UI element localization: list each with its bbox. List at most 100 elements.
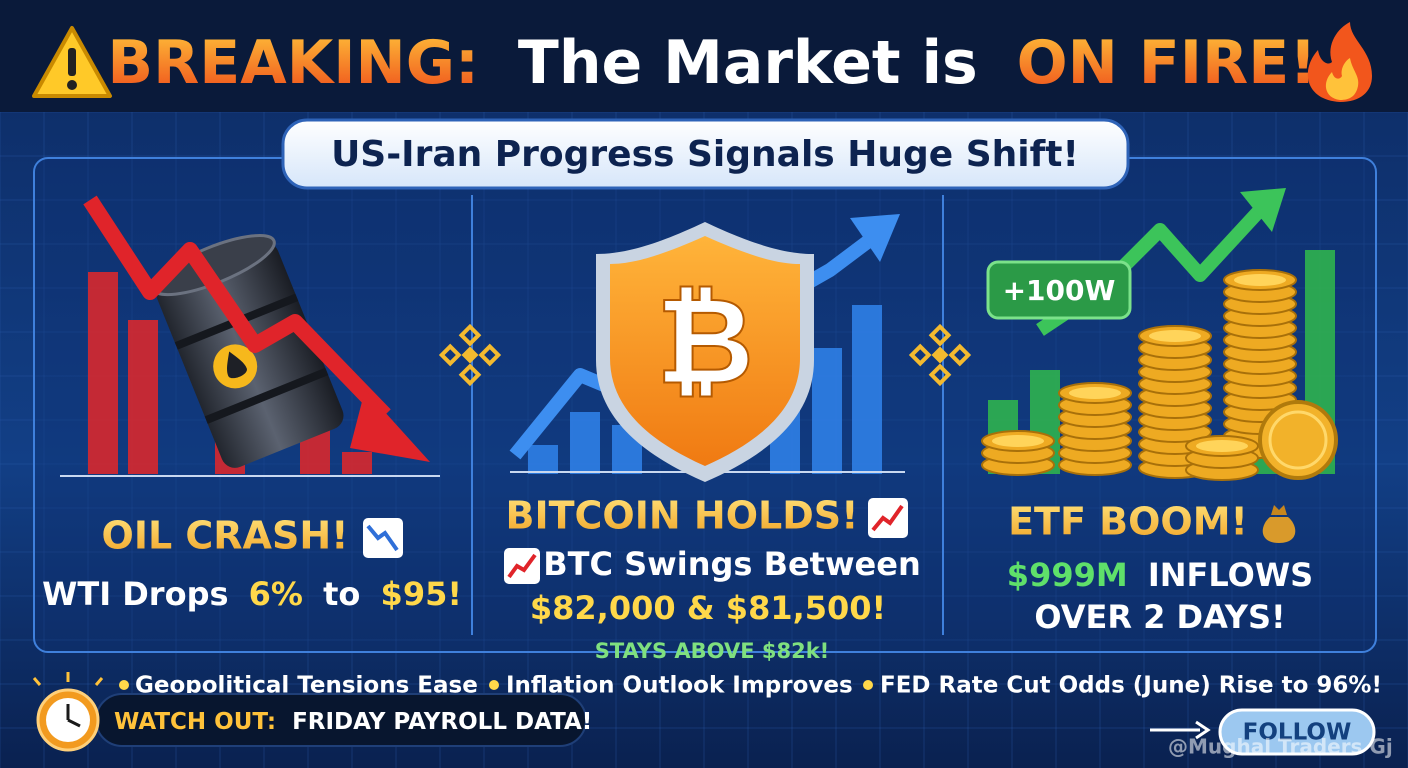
- decor-bar: [128, 320, 158, 474]
- coin-top: [1149, 330, 1201, 342]
- line-part: 6%: [249, 575, 303, 613]
- decor-bar: [852, 305, 882, 474]
- green-arrowhead: [1240, 188, 1286, 232]
- panel-line: BTC Swings Between: [543, 545, 920, 583]
- watch-text: WATCH OUT: FRIDAY PAYROLL DATA!: [114, 709, 592, 735]
- title-part: The Market is: [518, 28, 978, 98]
- diamond: [928, 363, 952, 387]
- clock-icon-part: [32, 677, 42, 686]
- fire-icon-part: [1325, 58, 1359, 100]
- title-part: BREAKING:: [107, 28, 479, 98]
- follow-button[interactable]: FOLLOW: [1218, 708, 1376, 756]
- money-bag-icon: [1262, 505, 1296, 543]
- line-part: $95!: [381, 575, 462, 613]
- red-arrow: [83, 195, 391, 421]
- follow-label[interactable]: FOLLOW: [1243, 720, 1352, 746]
- red-arrowhead: [350, 390, 430, 462]
- panel-heading: BITCOIN HOLDS!: [506, 494, 859, 538]
- blue-bars: [528, 305, 882, 474]
- line-part: $82,000 & $81,500!: [530, 589, 886, 627]
- decor-bar: [812, 348, 842, 474]
- chart-down-icon-part: [363, 518, 403, 558]
- clock-icon-part: [67, 718, 81, 728]
- chart-up-icon-part: [507, 553, 537, 579]
- main-title: BREAKING: The Market is ON FIRE!: [107, 28, 1316, 98]
- warning-icon-part: [68, 48, 76, 76]
- clock-icon-part: [94, 677, 104, 686]
- diamond: [948, 343, 972, 367]
- panel-line: $82,000 & $81,500!: [530, 589, 886, 627]
- arrow-head: [1195, 720, 1211, 740]
- panel-heading: ETF BOOM!: [1008, 500, 1248, 544]
- watermark: @Mughal Traders Gj: [1168, 735, 1393, 759]
- watch-label: WATCH OUT:: [114, 709, 276, 735]
- coin-top: [1069, 387, 1121, 399]
- diamond: [458, 363, 482, 387]
- diamond: [438, 343, 462, 367]
- warning-icon: [32, 26, 112, 98]
- panel-heading: OIL CRASH!: [102, 514, 349, 558]
- line-part: INFLOWS: [1148, 556, 1313, 594]
- bullet-list-part: [863, 680, 873, 690]
- chart-down-icon-part: [366, 524, 399, 552]
- diamond: [908, 343, 932, 367]
- follow-area: FOLLOW @Mughal Traders Gj: [1150, 708, 1393, 759]
- oil-barrel-part: [204, 367, 329, 424]
- coin-top: [1196, 440, 1248, 452]
- chart-up-icon: [504, 548, 540, 584]
- fire-icon: [1307, 22, 1372, 102]
- diamond: [478, 343, 502, 367]
- subtitle-pill: US-Iran Progress Signals Huge Shift!: [281, 118, 1130, 190]
- bullet-list-part: [119, 680, 129, 690]
- warning-icon-part: [67, 80, 77, 90]
- header: BREAKING: The Market is ON FIRE!: [0, 0, 1408, 112]
- panel-line: OVER 2 DAYS!: [1034, 598, 1285, 636]
- decor-bar: [342, 452, 372, 474]
- line-part: BTC Swings Between: [543, 545, 920, 583]
- chart-up-icon-part: [871, 504, 904, 532]
- binance-icon: [908, 323, 972, 387]
- watch-message: FRIDAY PAYROLL DATA!: [292, 709, 592, 735]
- etf-panel: +100W ETF BOOM! $999M INFLOWS OVER 2 DAY…: [981, 188, 1338, 636]
- chart-up-icon-part: [868, 498, 908, 538]
- title-part: ON FIRE!: [1017, 28, 1317, 98]
- note: STAYS ABOVE $82k!: [200, 639, 1225, 663]
- follow-button-bg[interactable]: [1218, 708, 1376, 756]
- coin-stacks: [981, 269, 1297, 481]
- diamond: [928, 323, 952, 347]
- diamond: [931, 346, 949, 364]
- bitcoin-symbol: ₿: [656, 273, 754, 412]
- line-part: to: [323, 575, 360, 613]
- badge-text: +100W: [1003, 274, 1116, 307]
- note-text: STAYS ABOVE $82k!: [595, 639, 830, 663]
- decor-bar: [88, 272, 118, 474]
- coin-top: [992, 435, 1044, 447]
- oil-panel: OIL CRASH! WTI Drops 6% to $95!: [42, 195, 462, 613]
- oil-barrel-part: [227, 351, 247, 379]
- money-bag-icon-part: [1262, 517, 1296, 543]
- badge-part: [986, 260, 1132, 320]
- decor-bar: [528, 445, 558, 474]
- chart-up-icon-part: [504, 548, 540, 584]
- shield: [610, 236, 800, 466]
- header-band: [0, 0, 1408, 112]
- chart-up-icon: [868, 498, 908, 538]
- bitcoin-panel: ₿ BITCOIN HOLDS! BTC Swings Between $82,…: [504, 214, 921, 627]
- subtitle: US-Iran Progress Signals Huge Shift!: [331, 134, 1079, 175]
- chart-down-icon: [363, 518, 403, 558]
- diamond: [458, 323, 482, 347]
- panel-line: $999M INFLOWS: [1007, 556, 1313, 594]
- badge: +100W: [986, 260, 1132, 320]
- pill-background: [281, 118, 1130, 190]
- panel-line: WTI Drops 6% to $95!: [42, 575, 462, 613]
- line-part: WTI Drops: [42, 575, 228, 613]
- bullet-list-part: [489, 680, 499, 690]
- money-bag-icon-part: [1271, 505, 1287, 515]
- blue-arrowhead: [850, 214, 900, 262]
- bullet: FED Rate Cut Odds (June) Rise to 96%!: [880, 673, 1382, 699]
- decor-bar: [570, 412, 600, 474]
- clock-icon: [32, 672, 104, 752]
